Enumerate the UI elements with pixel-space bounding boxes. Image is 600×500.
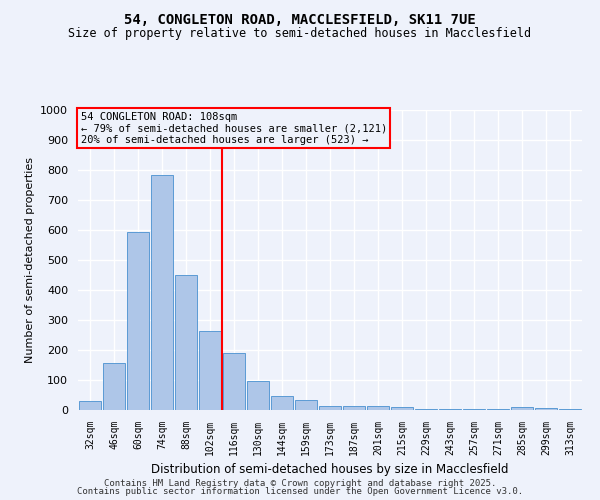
Bar bbox=[295, 400, 317, 410]
Bar bbox=[79, 401, 101, 410]
Bar bbox=[415, 408, 437, 410]
Bar bbox=[367, 406, 389, 410]
Bar bbox=[487, 409, 509, 410]
Bar bbox=[103, 362, 125, 410]
Text: Contains HM Land Registry data © Crown copyright and database right 2025.: Contains HM Land Registry data © Crown c… bbox=[104, 478, 496, 488]
Bar bbox=[391, 407, 413, 410]
Bar bbox=[151, 175, 173, 410]
Text: Size of property relative to semi-detached houses in Macclesfield: Size of property relative to semi-detach… bbox=[68, 28, 532, 40]
Bar bbox=[223, 353, 245, 410]
Bar bbox=[271, 396, 293, 410]
Bar bbox=[175, 275, 197, 410]
Text: 54 CONGLETON ROAD: 108sqm
← 79% of semi-detached houses are smaller (2,121)
20% : 54 CONGLETON ROAD: 108sqm ← 79% of semi-… bbox=[80, 112, 387, 144]
Bar bbox=[343, 406, 365, 410]
Text: Contains public sector information licensed under the Open Government Licence v3: Contains public sector information licen… bbox=[77, 487, 523, 496]
X-axis label: Distribution of semi-detached houses by size in Macclesfield: Distribution of semi-detached houses by … bbox=[151, 464, 509, 476]
Bar bbox=[439, 409, 461, 410]
Bar bbox=[559, 409, 581, 410]
Bar bbox=[535, 408, 557, 410]
Y-axis label: Number of semi-detached properties: Number of semi-detached properties bbox=[25, 157, 35, 363]
Bar bbox=[199, 330, 221, 410]
Bar bbox=[127, 232, 149, 410]
Bar bbox=[247, 380, 269, 410]
Bar bbox=[319, 406, 341, 410]
Bar bbox=[463, 409, 485, 410]
Bar bbox=[511, 407, 533, 410]
Text: 54, CONGLETON ROAD, MACCLESFIELD, SK11 7UE: 54, CONGLETON ROAD, MACCLESFIELD, SK11 7… bbox=[124, 12, 476, 26]
